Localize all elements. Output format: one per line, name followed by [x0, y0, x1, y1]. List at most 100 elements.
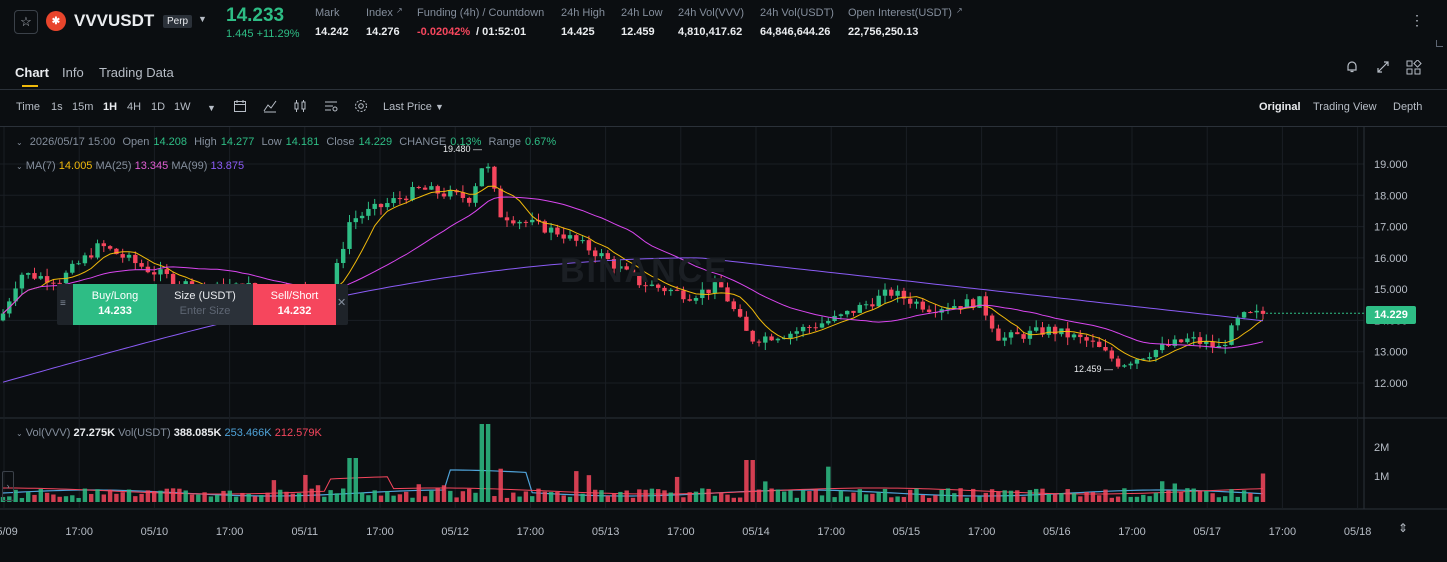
volume-bar [26, 491, 31, 502]
interval-1w[interactable]: 1W [174, 101, 191, 113]
candle-body [775, 338, 781, 341]
volume-bar [152, 491, 157, 502]
candle-body [1166, 344, 1171, 346]
bell-icon[interactable] [1345, 60, 1359, 77]
volume-bar [926, 497, 932, 502]
tab-chart[interactable]: Chart [15, 65, 49, 80]
volume-bar [939, 489, 944, 502]
more-options-icon[interactable]: ⋮ [1410, 12, 1424, 28]
volume-bar [473, 492, 478, 502]
candle-body [542, 221, 547, 233]
candle-body [719, 282, 724, 288]
volume-bar [303, 474, 308, 502]
open-label: Open [122, 136, 150, 148]
candle-body [800, 326, 806, 332]
stat-value: 22,756,250.13 [848, 26, 919, 38]
candle-body [1185, 338, 1190, 343]
x-tick-label: 17:00 [1118, 526, 1146, 538]
candle-body [971, 299, 976, 308]
indicator-icon[interactable] [263, 99, 277, 116]
size-input[interactable]: Enter Size [179, 305, 231, 317]
chevron-down-icon[interactable]: ▼ [207, 103, 216, 113]
volume-bar [366, 495, 371, 502]
drag-handle-icon[interactable]: ≡ [60, 298, 66, 309]
current-price-tag: 14.229 [1366, 306, 1416, 324]
view-trading-view[interactable]: Trading View [1313, 101, 1377, 113]
settings-list-icon[interactable] [324, 99, 338, 116]
chevron-down-icon[interactable]: ▼ [198, 14, 207, 24]
collapse-arrow-icon[interactable]: ⌄ [16, 162, 23, 171]
candle-body [372, 203, 377, 209]
candle-body [1160, 344, 1165, 351]
price-type-select[interactable]: Last Price ▼ [383, 101, 444, 113]
x-tick-label: 05/15 [893, 526, 921, 538]
tab-info[interactable]: Info [62, 65, 84, 80]
sell-short-button[interactable]: Sell/Short 14.232 [253, 284, 336, 325]
interval-1d[interactable]: 1D [151, 101, 166, 113]
volume-bar [32, 494, 37, 502]
candle-style-icon[interactable] [293, 99, 307, 116]
ohlc-date: 2026/05/17 15:00 [29, 136, 116, 148]
volume-bar [693, 491, 699, 502]
stat-label: 24h Vol(USDT) [760, 7, 834, 19]
interval-1s[interactable]: 1s [51, 101, 63, 113]
candle-body [485, 166, 491, 169]
symbol-name[interactable]: VVVUSDT [74, 11, 155, 30]
interval-1h[interactable]: 1H [103, 101, 118, 113]
expand-arrow-icon[interactable]: › [2, 471, 14, 501]
volume-bar [504, 497, 510, 502]
candle-body [958, 306, 963, 309]
candle-body [152, 272, 157, 275]
stat-value: 14.425 [561, 26, 595, 38]
close-icon[interactable]: ✕ [337, 297, 347, 309]
corner-icon [1436, 40, 1443, 47]
view-depth[interactable]: Depth [1393, 101, 1423, 113]
buy-long-button[interactable]: Buy/Long 14.233 [73, 284, 157, 325]
reset-zoom-icon[interactable]: ⇕ [1398, 521, 1409, 535]
favorite-star-icon[interactable]: ☆ [14, 10, 38, 34]
size-field[interactable]: Size (USDT) Enter Size [157, 284, 253, 325]
external-link-icon[interactable]: ↗ [396, 6, 403, 15]
collapse-arrow-icon[interactable]: ⌄ [16, 429, 23, 438]
stat-value: 14.242 [315, 26, 349, 38]
candle-body [870, 304, 875, 307]
calendar-icon[interactable] [233, 99, 247, 116]
tab-trading-data[interactable]: Trading Data [99, 65, 174, 80]
volume-bar [706, 488, 711, 502]
view-original[interactable]: Original [1259, 101, 1301, 113]
layout-grid-icon[interactable] [1406, 59, 1422, 79]
candle-body [378, 203, 384, 208]
external-link-icon[interactable]: ↗ [956, 6, 963, 15]
volume-bar [756, 489, 762, 502]
volume-bar [882, 488, 888, 502]
fullscreen-icon[interactable] [1376, 60, 1390, 77]
candle-body [391, 198, 396, 204]
candle-body [593, 250, 598, 257]
ma25-value: 13.345 [134, 160, 169, 172]
candle-body [32, 273, 37, 279]
ma99-line [2, 257, 1264, 383]
interval-time[interactable]: Time [16, 101, 41, 113]
collapse-arrow-icon[interactable]: ⌄ [16, 138, 23, 147]
candle-body [429, 186, 434, 190]
interval-15m[interactable]: 15m [72, 101, 94, 113]
candle-body [26, 273, 31, 275]
low-label: Low [261, 136, 282, 148]
interval-4h[interactable]: 4H [127, 101, 142, 113]
gear-icon[interactable] [354, 99, 368, 116]
volume-bar [385, 491, 390, 502]
volume-bar [687, 492, 692, 502]
candle-body [649, 284, 655, 286]
volume-bar [101, 494, 106, 502]
vol-ma1-value: 253.466K [224, 427, 272, 439]
volume-bar [548, 491, 554, 502]
candle-body [637, 273, 642, 286]
change-label: CHANGE [399, 136, 447, 148]
price-chart[interactable]: 19.00018.00017.00016.00015.00014.00013.0… [0, 127, 1447, 562]
open-value: 14.208 [153, 136, 188, 148]
low-marker: 12.459 — [1074, 364, 1113, 374]
volume-bar [700, 488, 705, 502]
candle-body [882, 289, 888, 296]
volume-bar [662, 490, 667, 502]
candle-body [561, 234, 566, 239]
